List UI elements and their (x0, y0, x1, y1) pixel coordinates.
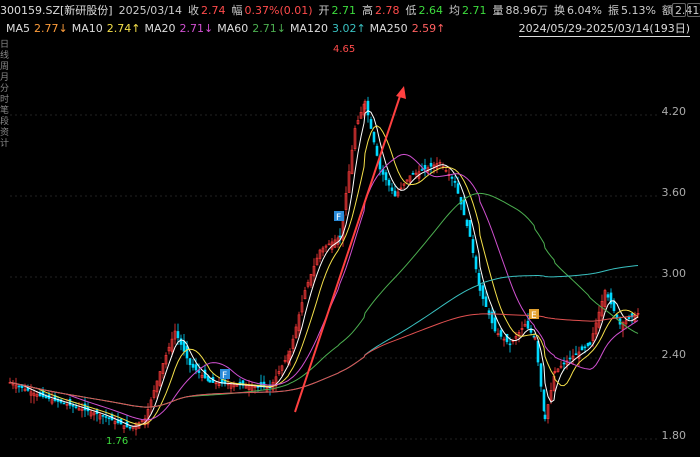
marker-f-box (220, 369, 230, 379)
avg-value: 2.71 (462, 3, 487, 17)
left-item[interactable]: 资 (0, 128, 10, 138)
close-panel-icon[interactable] (687, 3, 700, 17)
volume-label: 量 (492, 4, 504, 17)
ma20-label: MA20 (144, 21, 176, 35)
ma250-value: 2.59↑ (411, 21, 446, 35)
candles (8, 96, 640, 436)
trend-arrow-line (294, 89, 403, 413)
high-label: 高 (362, 4, 374, 17)
open-label: 开 (318, 4, 330, 17)
date-range[interactable]: 2024/05/29-2025/03/14(193日) (518, 22, 690, 37)
moving-averages (9, 110, 639, 427)
left-item[interactable]: 计 (0, 139, 10, 149)
ma5-label: MA5 (6, 21, 31, 35)
marker-f-box (334, 211, 344, 221)
low-value: 2.64 (418, 3, 444, 17)
y-tick-420: 4.20 (662, 105, 687, 118)
turnover-label: 换 (554, 4, 566, 17)
ma10-value: 2.74↑ (106, 21, 141, 35)
amount-label: 额 (661, 4, 673, 17)
ma250-label: MA250 (369, 21, 408, 35)
grid-lines (10, 114, 660, 440)
ma60-label: MA60 (217, 21, 249, 35)
low-label: 低 (405, 4, 417, 17)
close-value: 2.74 (201, 3, 226, 17)
change-value: 0.37%(0.01) (244, 3, 313, 17)
ma20-value: 2.71↓ (179, 21, 214, 35)
marker-f2[interactable]: F (222, 371, 227, 381)
close-label: 收 (188, 4, 199, 17)
ma5-value: 2.77↓ (34, 21, 68, 35)
y-tick-240: 2.40 (662, 348, 687, 361)
left-toolbar: 日 线 周 月 分 时 笔 段 资 计 (0, 40, 10, 450)
left-item[interactable]: 笔 (0, 106, 10, 116)
amplitude-label: 振 (607, 4, 619, 17)
trend-arrow-head (396, 86, 406, 99)
ma-legend: MA5 2.77↓ MA10 2.74↑ MA20 2.71↓ MA60 2.71↓ M… (0, 20, 700, 36)
marker-e[interactable]: E (531, 311, 537, 321)
amplitude-value: 5.13% (620, 3, 656, 17)
left-item[interactable]: 段 (0, 117, 10, 127)
ma60-value: 2.71↓ (252, 21, 286, 35)
panel-toggle-icon[interactable] (672, 3, 686, 17)
left-item[interactable]: 周 (0, 62, 10, 72)
ma120-label: MA120 (289, 21, 328, 35)
high-value: 2.78 (375, 3, 400, 17)
volume-value: 88.96万 (505, 4, 549, 17)
marker-e-box (529, 309, 539, 319)
avg-label: 均 (449, 4, 461, 17)
marker-f1[interactable]: F (336, 213, 341, 223)
high-price-label: 4.65 (333, 44, 355, 55)
y-tick-300: 3.00 (662, 267, 687, 280)
ma120-value: 3.02↑ (331, 21, 366, 35)
left-item[interactable]: 日 (0, 40, 10, 50)
stock-code[interactable]: 300159.SZ[新研股份] (0, 4, 113, 17)
y-tick-360: 3.60 (662, 186, 687, 199)
left-item[interactable]: 线 (0, 51, 10, 61)
left-item[interactable]: 月 (0, 73, 10, 83)
open-value: 2.71 (331, 3, 357, 17)
y-tick-180: 1.80 (662, 429, 687, 442)
ma10-label: MA10 (71, 21, 103, 35)
quote-date: 2025/03/14 (118, 3, 182, 17)
left-item[interactable]: 时 (0, 95, 10, 105)
change-label: 幅 (231, 4, 243, 17)
turnover-value: 6.04% (567, 3, 602, 17)
left-item[interactable]: 分 (0, 84, 10, 94)
low-price-label: 1.76 (106, 436, 128, 447)
